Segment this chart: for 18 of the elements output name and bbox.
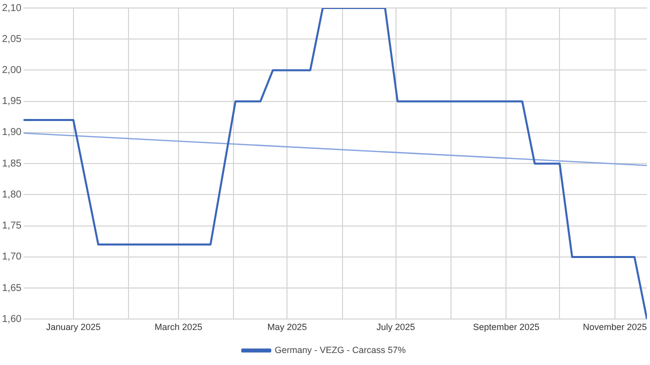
x-tick-label: September 2025 [472, 322, 540, 332]
y-tick-label: 2,10 [2, 2, 22, 14]
y-tick-label: 1,60 [2, 314, 22, 325]
x-tick-label: March 2025 [154, 322, 202, 332]
x-tick-label: May 2025 [267, 322, 307, 332]
y-tick-label: 2,00 [2, 64, 22, 76]
y-tick-label: 1,80 [2, 189, 22, 200]
y-tick-label: 1,70 [2, 252, 22, 263]
y-tick-label: 1,85 [2, 158, 22, 170]
y-tick-label: 1,95 [2, 96, 22, 108]
x-tick-label: January 2025 [46, 322, 101, 332]
y-tick-label: 1,65 [2, 282, 22, 294]
y-tick-label: 1,90 [2, 127, 22, 138]
legend-label: Germany - VEZG - Carcass 57% [274, 344, 406, 355]
x-tick-label: July 2025 [376, 322, 416, 332]
y-tick-label: 1,75 [2, 220, 22, 232]
x-tick-label: November 2025 [582, 322, 647, 332]
y-tick-label: 2,05 [2, 34, 22, 45]
